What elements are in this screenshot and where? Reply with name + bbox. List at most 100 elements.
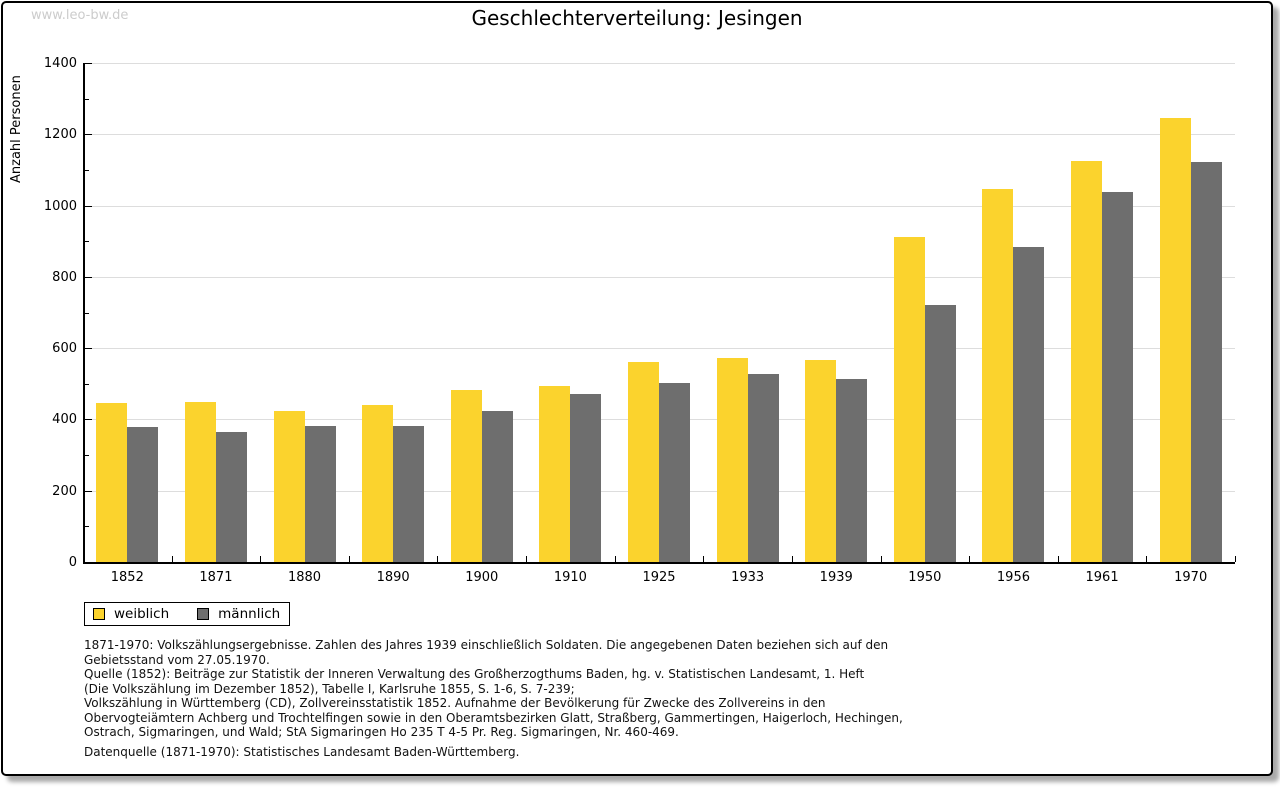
y-tick-label-200: 200 bbox=[52, 483, 77, 499]
bar-männlich-1933 bbox=[747, 374, 779, 562]
y-tick-400 bbox=[85, 419, 92, 421]
y-tick-1200 bbox=[85, 134, 92, 136]
gridline-1400 bbox=[83, 63, 1235, 64]
x-tick-11 bbox=[1057, 556, 1059, 562]
gridline-600 bbox=[83, 348, 1235, 350]
x-tick-1 bbox=[171, 556, 173, 562]
bar-männlich-1900 bbox=[481, 411, 513, 562]
bar-männlich-1880 bbox=[304, 425, 336, 562]
y-minor-tick-900 bbox=[85, 241, 89, 243]
x-tick-5 bbox=[526, 556, 528, 562]
footnote-line: (Die Volkszählung im Dezember 1852), Tab… bbox=[84, 681, 575, 696]
bar-weiblich-1880 bbox=[273, 411, 305, 562]
x-axis-line bbox=[83, 562, 1235, 564]
bar-weiblich-1900 bbox=[450, 390, 482, 562]
y-axis-line bbox=[83, 63, 85, 564]
legend-swatch-weiblich bbox=[93, 608, 105, 620]
bar-weiblich-1961 bbox=[1071, 161, 1103, 562]
footnote-line: 1871-1970: Volkszählungsergebnisse. Zahl… bbox=[84, 638, 889, 652]
chart-title: Geschlechterverteilung: Jesingen bbox=[471, 6, 803, 30]
bar-weiblich-1933 bbox=[716, 357, 748, 562]
bar-weiblich-1890 bbox=[362, 404, 394, 562]
bar-weiblich-1852 bbox=[96, 402, 128, 562]
y-tick-200 bbox=[85, 490, 92, 492]
footnote-line: Ostrach, Sigmaringen, und Wald; StA Sigm… bbox=[84, 725, 679, 739]
gridline-800 bbox=[83, 276, 1235, 278]
footnote-line: Quelle (1852): Beiträge zur Statistik de… bbox=[84, 667, 865, 681]
legend: weiblich männlich bbox=[84, 602, 290, 626]
x-tick-7 bbox=[703, 556, 705, 562]
x-tick-8 bbox=[791, 556, 793, 562]
y-tick-label-1400: 1400 bbox=[43, 56, 77, 71]
y-tick-label-0: 0 bbox=[68, 555, 77, 570]
x-tick-label-1900: 1900 bbox=[465, 570, 499, 585]
footnotes: 1871-1970: Volkszählungsergebnisse. Zahl… bbox=[84, 638, 903, 740]
x-tick-10 bbox=[969, 556, 971, 562]
x-tick-label-1970: 1970 bbox=[1174, 570, 1208, 585]
y-minor-tick-300 bbox=[85, 455, 89, 457]
x-tick-label-1939: 1939 bbox=[819, 570, 853, 585]
y-tick-label-800: 800 bbox=[52, 269, 77, 285]
y-tick-label-600: 600 bbox=[52, 341, 77, 357]
y-minor-tick-1100 bbox=[85, 169, 89, 171]
x-tick-label-1950: 1950 bbox=[908, 570, 942, 585]
bar-weiblich-1925 bbox=[628, 362, 659, 562]
x-tick-label-1871: 1871 bbox=[199, 570, 233, 585]
bar-weiblich-1970 bbox=[1159, 117, 1191, 562]
footnote-line: Gebietsstand vom 27.05.1970. bbox=[84, 652, 270, 667]
x-tick-label-1961: 1961 bbox=[1085, 570, 1119, 585]
y-tick-label-400: 400 bbox=[52, 412, 77, 428]
x-tick-3 bbox=[348, 556, 350, 562]
x-tick-label-1852: 1852 bbox=[110, 570, 144, 585]
y-minor-tick-500 bbox=[85, 383, 89, 385]
bar-weiblich-1871 bbox=[184, 401, 216, 562]
gridline-1000 bbox=[83, 205, 1235, 207]
bar-männlich-1925 bbox=[659, 383, 690, 562]
legend-item-maennlich: männlich bbox=[197, 606, 280, 622]
datasource-line: Datenquelle (1871-1970): Statistisches L… bbox=[84, 745, 520, 759]
x-tick-12 bbox=[1146, 556, 1148, 562]
legend-label-maennlich: männlich bbox=[218, 606, 281, 622]
footnote-line: Volkszählung in Württemberg (CD), Zollve… bbox=[84, 696, 826, 710]
y-tick-label-1000: 1000 bbox=[43, 198, 77, 214]
y-minor-tick-100 bbox=[85, 526, 89, 528]
bar-männlich-1910 bbox=[570, 393, 602, 562]
y-tick-1000 bbox=[85, 205, 92, 207]
bar-männlich-1852 bbox=[127, 427, 159, 562]
x-tick-4 bbox=[437, 556, 439, 562]
gridline-1200 bbox=[83, 134, 1235, 136]
bar-männlich-1871 bbox=[215, 431, 247, 562]
legend-item-weiblich: weiblich bbox=[93, 606, 169, 622]
legend-swatch-maennlich bbox=[197, 608, 210, 620]
bar-männlich-1939 bbox=[836, 379, 868, 562]
x-tick-label-1910: 1910 bbox=[553, 570, 587, 585]
bar-männlich-1961 bbox=[1102, 192, 1134, 562]
bar-weiblich-1956 bbox=[982, 189, 1014, 562]
y-axis-label: Anzahl Personen bbox=[9, 75, 24, 183]
x-tick-6 bbox=[614, 556, 616, 562]
bar-männlich-1956 bbox=[1013, 246, 1045, 562]
y-tick-800 bbox=[85, 276, 92, 278]
y-minor-tick-1300 bbox=[85, 98, 89, 100]
x-tick-label-1933: 1933 bbox=[731, 570, 765, 585]
x-tick-13 bbox=[1235, 556, 1236, 562]
y-tick-1400 bbox=[85, 63, 92, 64]
x-tick-2 bbox=[260, 556, 262, 562]
y-minor-tick-700 bbox=[85, 312, 89, 314]
footnote-line: Obervogteiämtern Achberg und Trochtelfin… bbox=[84, 710, 903, 725]
x-tick-9 bbox=[880, 556, 882, 562]
x-tick-label-1880: 1880 bbox=[287, 570, 322, 585]
x-tick-label-1925: 1925 bbox=[642, 570, 676, 585]
y-tick-600 bbox=[85, 348, 92, 350]
x-tick-label-1956: 1956 bbox=[996, 570, 1030, 585]
bar-weiblich-1950 bbox=[893, 237, 925, 562]
bar-weiblich-1939 bbox=[805, 359, 837, 562]
y-tick-label-1200: 1200 bbox=[43, 127, 77, 143]
bar-männlich-1950 bbox=[924, 305, 956, 562]
watermark: www.leo-bw.de bbox=[31, 8, 129, 23]
chart-card: www.leo-bw.de Geschlechterverteilung: Je… bbox=[1, 1, 1273, 776]
bar-männlich-1890 bbox=[393, 426, 425, 562]
bar-männlich-1970 bbox=[1190, 162, 1222, 562]
x-tick-label-1890: 1890 bbox=[376, 570, 410, 585]
bar-weiblich-1910 bbox=[539, 385, 571, 562]
